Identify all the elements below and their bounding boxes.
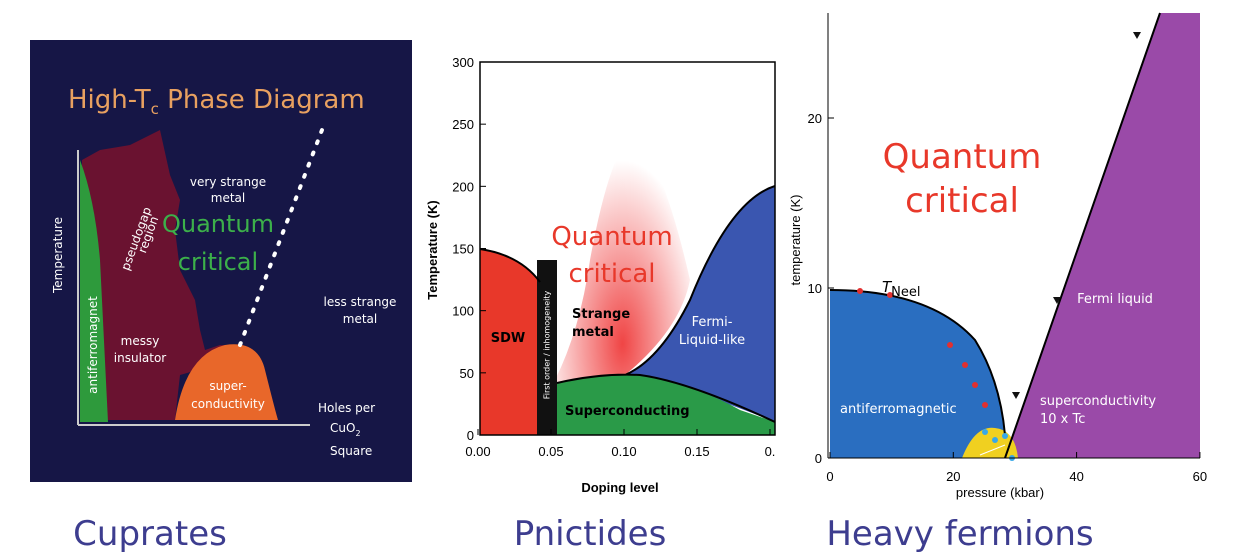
y-tick-label: 0: [467, 428, 474, 443]
region-label: metal: [572, 325, 614, 340]
x-tick-label: 0.00: [465, 444, 490, 459]
region-label: antiferromagnet: [86, 296, 100, 394]
x-tick-label: 0.10: [611, 444, 636, 459]
region-label: Superconducting: [565, 404, 690, 419]
title: High-Tc Phase Diagram: [68, 85, 365, 118]
region-label: conductivity: [191, 397, 265, 411]
region-label: Liquid-like: [679, 333, 745, 348]
point: [962, 362, 968, 368]
region-label: super-: [209, 379, 246, 393]
qc-label: Quantum: [883, 137, 1042, 177]
x-label: Doping level: [581, 480, 658, 495]
region-label: insulator: [114, 351, 167, 365]
point: [857, 288, 863, 294]
point: [972, 382, 978, 388]
region-label: superconductivity: [1040, 394, 1156, 409]
point: [992, 437, 998, 443]
y-tick-label: 50: [460, 366, 474, 381]
point: [947, 342, 953, 348]
x-label: Holes per: [318, 401, 375, 415]
region-label: messy: [121, 334, 160, 348]
x-tick-label: 20: [946, 469, 960, 484]
x-tick-label: 0.05: [538, 444, 563, 459]
region-label: SDW: [491, 331, 526, 346]
y-tick-label: 100: [452, 304, 474, 319]
y-tick-label: 300: [452, 55, 474, 70]
cuprates-panel: High-Tc Phase Diagram Temperature antife…: [30, 40, 412, 554]
y-label: Temperature: [51, 217, 65, 294]
x-label: Square: [330, 444, 372, 458]
region-label: less strange: [324, 295, 397, 309]
region-label: metal: [343, 312, 377, 326]
y-tick-label: 0: [815, 451, 822, 466]
point: [1012, 392, 1020, 399]
point: [1133, 32, 1141, 39]
y-tick-label: 200: [452, 179, 474, 194]
point: [1002, 433, 1008, 439]
pnictides-panel: 0 50 100 150 200 250 300 0.00 0.05 0.10 0.15 0. Tem…: [425, 55, 775, 554]
point: [982, 402, 988, 408]
y-tick-label: 20: [808, 111, 822, 126]
caption: Heavy fermions: [826, 514, 1093, 554]
qc-label: critical: [905, 181, 1019, 221]
x-tick-label: 40: [1069, 469, 1083, 484]
region-label: Fermi-: [692, 315, 733, 330]
region-label: Fermi liquid: [1077, 292, 1153, 307]
y-tick-label: 10: [808, 281, 822, 296]
region-label: Strange: [572, 307, 630, 322]
y-label: temperature (K): [788, 194, 803, 285]
point: [982, 429, 988, 435]
caption: Cuprates: [73, 514, 227, 554]
region-label: 10 x Tc: [1040, 412, 1085, 427]
region-label: very strange: [190, 175, 266, 189]
x-tick-label: 60: [1193, 469, 1207, 484]
x-label: pressure (kbar): [956, 485, 1044, 500]
x-tick-label: 0.15: [684, 444, 709, 459]
y-label: Temperature (K): [425, 200, 440, 299]
region-label: metal: [211, 191, 245, 205]
heavy-fermions-panel: 0 10 20 0 20 40 60 temperature (K) pressure (k…: [788, 13, 1207, 554]
qc-label: Quantum: [162, 210, 274, 238]
region-label: antiferromagnetic: [840, 402, 957, 417]
qc-label: critical: [178, 248, 258, 276]
x-tick-label: 0.: [765, 444, 776, 459]
figure: High-Tc Phase Diagram Temperature antife…: [0, 0, 1241, 559]
y-tick-label: 150: [452, 242, 474, 257]
qc-label: Quantum: [551, 222, 672, 252]
qc-label: critical: [568, 259, 655, 289]
region-label: First order / inhomogeneity: [543, 290, 552, 399]
fermi-liquid-region: [1005, 13, 1200, 458]
x-tick-label: 0: [826, 469, 833, 484]
caption: Pnictides: [514, 514, 667, 554]
y-tick-label: 250: [452, 117, 474, 132]
